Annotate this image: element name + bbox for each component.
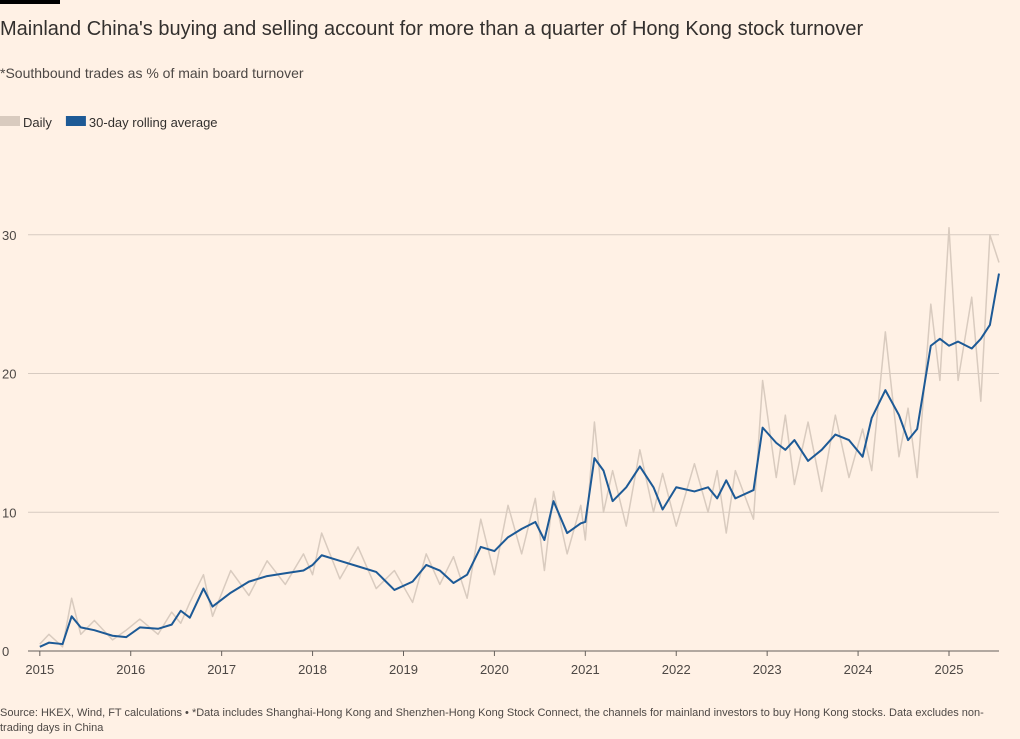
x-tick-label: 2024 — [844, 662, 873, 677]
average-line — [39, 273, 1000, 648]
legend: Daily 30-day rolling average — [0, 115, 218, 130]
chart-subtitle: *Southbound trades as % of main board tu… — [0, 65, 304, 81]
legend-label: 30-day rolling average — [89, 115, 218, 130]
x-tick-label: 2017 — [207, 662, 236, 677]
chart-title: Mainland China's buying and selling acco… — [0, 18, 864, 40]
x-tick-label: 2020 — [480, 662, 509, 677]
x-tick-label: 2019 — [389, 662, 418, 677]
y-tick-label: 20 — [2, 367, 16, 382]
x-tick-label: 2018 — [298, 662, 327, 677]
legend-swatch — [65, 116, 86, 126]
y-tick-label: 30 — [2, 228, 16, 243]
x-tick-label: 2016 — [116, 662, 145, 677]
legend-swatch — [0, 116, 20, 126]
brand-bar — [0, 0, 60, 4]
x-tick-label: 2015 — [25, 662, 54, 677]
x-tick-label: 2021 — [571, 662, 600, 677]
y-tick-label: 0 — [2, 644, 9, 659]
daily-line — [39, 227, 1000, 648]
legend-label: Daily — [23, 115, 52, 130]
y-tick-label: 10 — [2, 505, 16, 520]
x-tick-label: 2025 — [935, 662, 964, 677]
x-tick-label: 2022 — [662, 662, 691, 677]
source-note: Source: HKEX, Wind, FT calculations • *D… — [0, 707, 984, 734]
x-tick-label: 2023 — [753, 662, 782, 677]
source-box: Source: HKEX, Wind, FT calculations • *D… — [0, 707, 984, 734]
